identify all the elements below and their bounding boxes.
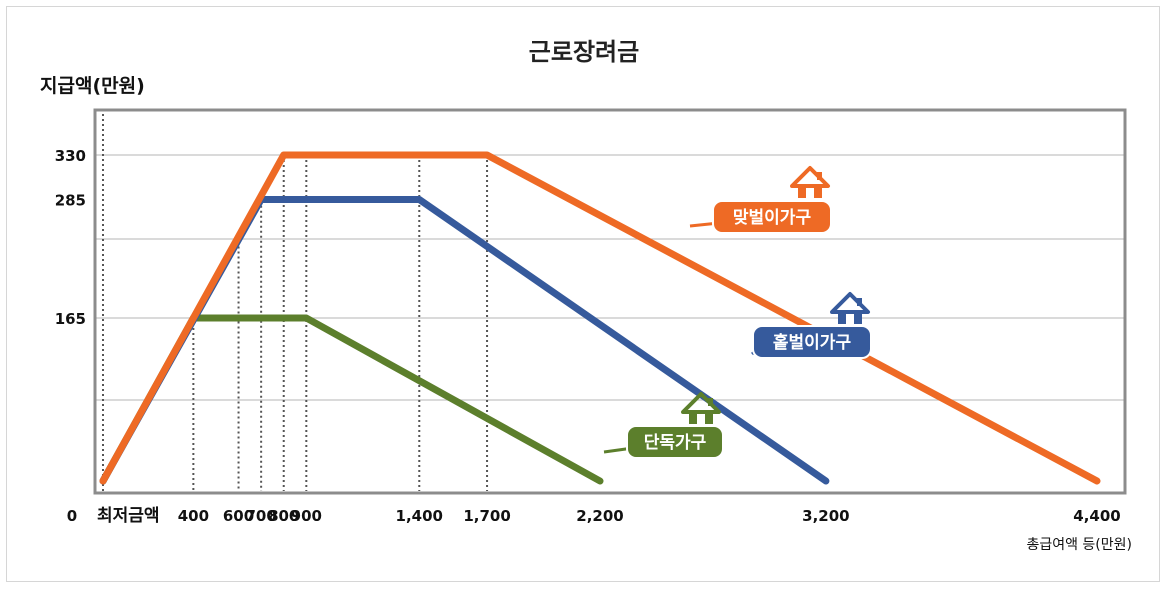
series-name: 홑벌이가구 — [773, 332, 852, 353]
x-tick-label: 800 — [268, 507, 299, 525]
series-tag-box — [752, 325, 872, 359]
house-icon — [830, 292, 870, 324]
house-icon — [790, 166, 830, 198]
house-icon-roof — [790, 166, 830, 188]
chart-title: 근로장려금 — [529, 38, 639, 66]
x-tick-label: 1,700 — [463, 507, 510, 525]
x-tick-label: 1,400 — [396, 507, 443, 525]
y-tick-label: 285 — [55, 191, 86, 209]
series-name: 맞벌이가구 — [733, 208, 812, 228]
series-tag-box — [626, 425, 724, 459]
house-icon-door — [846, 314, 854, 324]
series-layer — [99, 151, 1101, 485]
house-icon-door — [697, 414, 705, 424]
x-tick-label: 600 — [223, 507, 254, 525]
series-tag: 단독가구 — [603, 392, 724, 459]
x-axis-label: 총급여액 등(만원) — [1026, 537, 1132, 553]
y-axis-label: 지급액(만원) — [40, 75, 145, 97]
house-icon-chimney — [708, 398, 713, 406]
x-tick-label: 4,400 — [1073, 507, 1120, 525]
house-icon-chimney — [817, 172, 822, 180]
x-tick-label: 3,200 — [802, 507, 849, 525]
x-tick-label: 700 — [245, 507, 276, 525]
series-line-dual-income — [99, 151, 1101, 485]
x-tick-label: 900 — [291, 507, 322, 525]
series-tag: 홑벌이가구 — [751, 292, 872, 359]
x-tick-label: 2,200 — [576, 507, 623, 525]
series-tag-box — [712, 200, 832, 234]
grid-layer — [95, 154, 1125, 401]
house-icon-door — [806, 188, 814, 198]
plot-area-border — [93, 108, 1127, 495]
series-tag: 맞벌이가구 — [689, 166, 832, 234]
y-tick-label: 330 — [55, 147, 86, 165]
guide-layer — [102, 114, 489, 491]
x-tick-label: 400 — [178, 507, 209, 525]
chart-frame — [6, 6, 1160, 582]
y-tick-label: 165 — [55, 310, 86, 328]
house-icon-roof — [830, 292, 870, 314]
house-icon-chimney — [857, 298, 862, 306]
x-zero-label: 0 — [67, 507, 77, 525]
x-min-label: 최저금액 — [97, 506, 160, 526]
house-icon — [681, 392, 721, 424]
series-name: 단독가구 — [644, 433, 707, 453]
